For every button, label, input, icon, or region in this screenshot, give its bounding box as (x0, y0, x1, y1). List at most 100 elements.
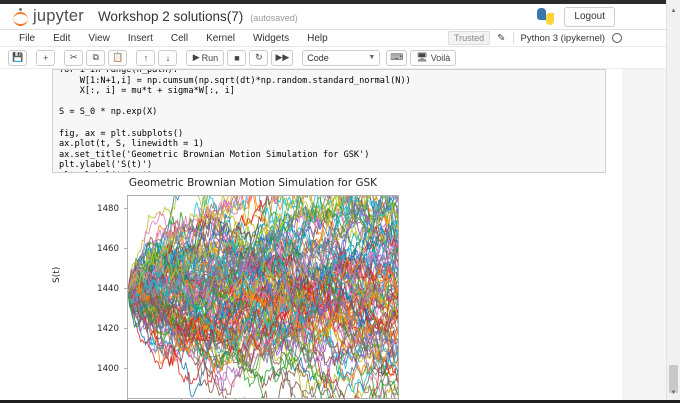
notebook-title[interactable]: Workshop 2 solutions(7) (97, 9, 244, 24)
code-cell[interactable]: for i in range(n_path): W[1:N+1,i] = np.… (52, 69, 606, 173)
window-bottom-strip (0, 400, 680, 403)
code-line-2: X[:, i] = mu*t + sigma*W[:, i] (59, 86, 235, 97)
menubar-divider (512, 32, 514, 44)
gbm-path (128, 262, 398, 367)
gbm-path (128, 273, 398, 398)
gbm-path (128, 244, 398, 363)
code-line-8: ax.set_title('Geometric Brownian Motion … (59, 149, 370, 160)
jupyter-logo[interactable]: jupyter (12, 7, 84, 26)
edit-pencil-icon[interactable]: ✎ (497, 32, 506, 44)
autosave-status: (autosaved) (250, 13, 298, 23)
scroll-down-arrow-icon[interactable]: ▼ (670, 389, 677, 396)
jupyter-logo-icon (12, 7, 29, 26)
kernel-indicator-label: Python 3 (ipykernel) (520, 32, 605, 44)
code-line-4: S = S_0 * np.exp(X) (59, 107, 158, 118)
ytick-label-1440: 1440 (97, 284, 119, 294)
ytick-mark-1460 (123, 248, 127, 249)
menu-item-file[interactable]: File (19, 32, 36, 44)
save-button[interactable]: 💾 (8, 49, 28, 66)
paste-cell-button[interactable]: 📋 (108, 49, 128, 66)
ytick-label-1420: 1420 (97, 324, 119, 334)
notebook-header: jupyter Workshop 2 solutions(7) (autosav… (0, 4, 680, 30)
gbm-path (128, 196, 398, 307)
gbm-path (128, 196, 239, 299)
voila-screen-icon: 🖥 (416, 52, 428, 62)
toolbar-group-run: ▶ Run ■ ↻ ▶▶ (186, 49, 296, 66)
restart-kernel-button[interactable]: ↻ (249, 49, 269, 66)
gbm-path (128, 196, 180, 298)
code-line-1: W[1:N+1,i] = np.cumsum(np.sqrt(dt)*np.ra… (59, 75, 411, 86)
gbm-path (128, 196, 279, 325)
gbm-path (128, 196, 277, 293)
scrollbar-thumb[interactable] (669, 365, 678, 393)
menu-item-edit[interactable]: Edit (53, 32, 71, 44)
code-line-0: for i in range(n_path): (59, 69, 178, 75)
menu-item-cell[interactable]: Cell (170, 32, 189, 44)
insert-cell-button[interactable]: + (36, 49, 56, 66)
toolbar-group-clipboard: ✂ ⧉ 📋 (64, 49, 130, 66)
jupyter-wordmark: jupyter (33, 7, 84, 25)
menu-item-insert[interactable]: Insert (127, 32, 153, 44)
gbm-path (128, 283, 398, 364)
chevron-down-icon: ▼ (368, 54, 376, 61)
gbm-path (128, 241, 398, 393)
menu-item-view[interactable]: View (88, 32, 110, 44)
code-line-7: ax.plot(t, S, linewidth = 1) (59, 139, 204, 150)
voila-button-label: Voilà (430, 52, 451, 63)
notebook-toolbar: 💾 + ✂ ⧉ 📋 ↑ ↓ ▶ Run ■ ↻ ▶▶ Code ▼ ⌨ 🖥 Vo… (0, 47, 680, 69)
menu-bar: File Edit View Insert Cell Kernel Widget… (0, 30, 680, 47)
voila-button[interactable]: 🖥 Voilà (410, 49, 457, 66)
cell-output-area: Geometric Brownian Motion Simulation for… (52, 177, 606, 402)
code-source: for i in range(n_path): W[1:N+1,i] = np.… (59, 69, 411, 172)
command-palette-button[interactable]: ⌨ (386, 49, 408, 66)
interrupt-kernel-button[interactable]: ■ (227, 49, 247, 66)
gbm-path (128, 196, 398, 312)
ytick-label-1480: 1480 (97, 204, 119, 214)
menu-item-kernel[interactable]: Kernel (206, 32, 236, 44)
ytick-mark-1400 (123, 368, 127, 369)
gbm-path (128, 284, 398, 377)
run-triangle-icon: ▶ (192, 52, 200, 62)
run-button[interactable]: ▶ Run (186, 49, 225, 66)
gbm-path (128, 232, 398, 354)
ytick-mark-1440 (123, 288, 127, 289)
notebook-canvas[interactable]: for i in range(n_path): W[1:N+1,i] = np.… (0, 69, 622, 402)
move-cell-up-button[interactable]: ↑ (136, 49, 156, 66)
browser-chrome-strip (0, 0, 680, 4)
cell-type-select[interactable]: Code ▼ (302, 49, 381, 66)
gbm-path (128, 289, 398, 398)
code-editor[interactable]: for i in range(n_path): W[1:N+1,i] = np.… (52, 69, 606, 173)
toolbar-group-edit: + (36, 49, 58, 66)
gbm-path (128, 229, 398, 306)
logout-button[interactable]: Logout (564, 6, 615, 27)
copy-cell-button[interactable]: ⧉ (86, 49, 106, 66)
gbm-path (128, 254, 398, 344)
matplotlib-figure: Geometric Brownian Motion Simulation for… (52, 177, 418, 402)
restart-and-run-all-button[interactable]: ▶▶ (271, 49, 294, 66)
cell-type-value: Code (307, 52, 329, 63)
gbm-path (128, 196, 398, 311)
move-cell-down-button[interactable]: ↓ (158, 49, 178, 66)
chart-plot-area (127, 195, 399, 399)
page-scrollbar[interactable]: ▲ ▼ (666, 0, 680, 403)
chart-title: Geometric Brownian Motion Simulation for… (128, 177, 378, 189)
gbm-path (128, 252, 345, 398)
scroll-up-arrow-icon[interactable]: ▲ (670, 7, 677, 14)
toolbar-group-move: ↑ ↓ (136, 49, 180, 66)
ytick-mark-1420 (123, 328, 127, 329)
ytick-label-1400: 1400 (97, 364, 119, 374)
toolbar-group-file: 💾 (8, 49, 30, 66)
menu-item-widgets[interactable]: Widgets (253, 32, 290, 44)
gbm-path (128, 263, 398, 386)
gbm-path (128, 196, 298, 310)
trusted-badge[interactable]: Trusted (447, 31, 491, 45)
page-right-gutter (622, 69, 666, 402)
toolbar-group-extras: ⌨ 🖥 Voilà (386, 49, 459, 66)
chart-ylabel: S(t) (52, 266, 62, 283)
gbm-path (128, 218, 398, 317)
cut-cell-button[interactable]: ✂ (64, 49, 84, 66)
menu-item-help[interactable]: Help (307, 32, 328, 44)
ytick-mark-1480 (123, 208, 127, 209)
code-line-6: fig, ax = plt.subplots() (59, 128, 184, 139)
code-line-10: plt.xlabel('time') (59, 171, 152, 172)
